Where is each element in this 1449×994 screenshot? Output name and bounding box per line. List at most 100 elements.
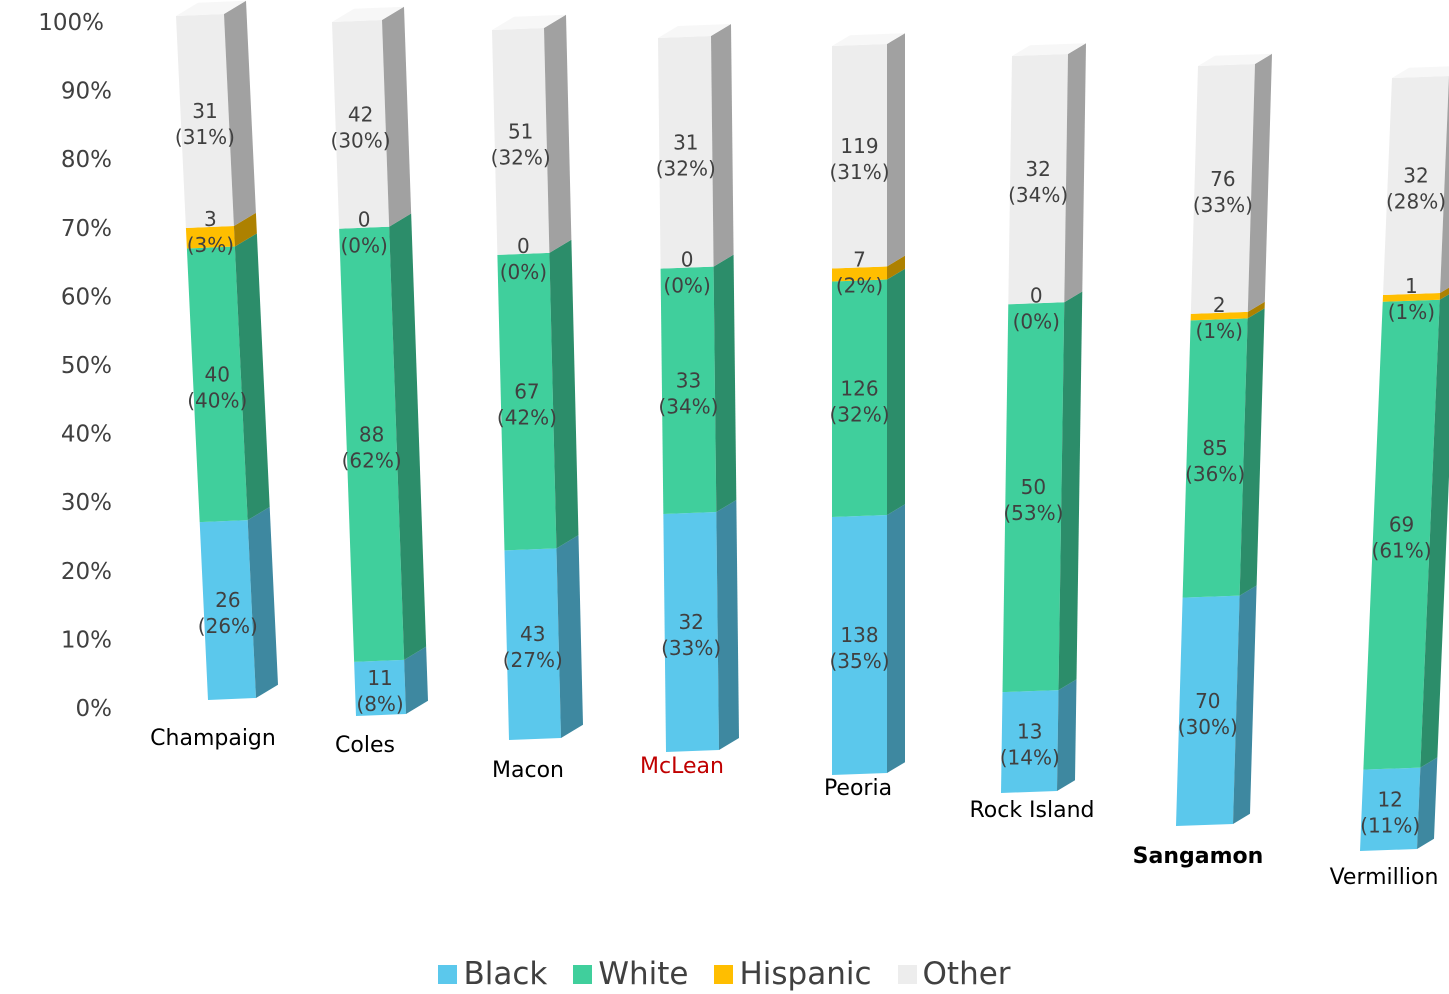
data-label-value: 43 bbox=[520, 622, 545, 646]
data-label-value: 0 bbox=[681, 248, 694, 272]
bar-segment-hispanic bbox=[1382, 292, 1441, 302]
y-tick-label: 70% bbox=[61, 216, 112, 242]
legend-swatch bbox=[897, 964, 917, 984]
bar-top-cap bbox=[1198, 53, 1272, 66]
data-label-percent: (27%) bbox=[503, 648, 563, 672]
bar-segment-other bbox=[1190, 64, 1255, 314]
bar-segment-black bbox=[1001, 690, 1059, 793]
bar-segment-side-hispanic bbox=[1439, 287, 1449, 300]
data-label-value: 31 bbox=[192, 99, 217, 123]
legend-label: White bbox=[598, 956, 689, 992]
data-label-value: 0 bbox=[517, 234, 530, 258]
column-mclean: 32(33%) 33(34%) 0(0%) 31(32%) bbox=[656, 24, 739, 752]
bar-segment-side-black bbox=[404, 646, 428, 714]
bar-segment-white bbox=[660, 266, 717, 514]
data-label-percent: (31%) bbox=[829, 160, 889, 184]
legend-item-white: White bbox=[573, 956, 688, 992]
bar-segment-side-hispanic bbox=[1247, 301, 1265, 319]
category-label: McLean bbox=[640, 754, 724, 779]
data-label-value: 2 bbox=[1213, 293, 1226, 317]
y-tick-label: 50% bbox=[61, 353, 112, 379]
bar-segment-side-white bbox=[887, 268, 905, 516]
y-tick-label: 100% bbox=[38, 10, 104, 36]
bar-segment-black bbox=[504, 548, 561, 740]
column-champaign: 26(26%) 40(40%) 3(3%) 31(31%) bbox=[175, 0, 278, 700]
data-label-value: 0 bbox=[1030, 283, 1043, 307]
column-coles: 11(8%) 88(62%) 0(0%) 42(30%) bbox=[331, 6, 428, 716]
bar-segment-side-other bbox=[887, 33, 905, 267]
data-label-value: 33 bbox=[676, 368, 701, 392]
bar-segment-white bbox=[1182, 318, 1248, 598]
data-label-value: 119 bbox=[840, 134, 878, 158]
y-tick-label: 60% bbox=[61, 284, 112, 310]
data-label-percent: (0%) bbox=[500, 260, 547, 284]
bar-segment-white bbox=[339, 226, 405, 662]
bar-top-cap bbox=[332, 6, 404, 22]
data-label-value: 138 bbox=[840, 623, 878, 647]
data-label-percent: (3%) bbox=[187, 233, 234, 257]
bar-segment-side-white bbox=[549, 239, 579, 549]
bar-top-cap bbox=[1012, 43, 1086, 56]
bar-segment-black bbox=[1360, 767, 1421, 851]
bar-segment-side-other bbox=[1440, 76, 1449, 293]
category-label: Coles bbox=[335, 733, 395, 758]
data-label-value: 69 bbox=[1389, 513, 1414, 537]
bar-segment-side-other bbox=[382, 6, 412, 227]
bar-segment-side-other bbox=[1064, 43, 1086, 303]
data-label-percent: (0%) bbox=[663, 274, 710, 298]
data-label-percent: (30%) bbox=[331, 128, 391, 152]
data-label-percent: (31%) bbox=[175, 125, 235, 149]
bar-segment-other bbox=[332, 20, 390, 229]
y-tick-label: 10% bbox=[61, 627, 112, 653]
data-label-value: 32 bbox=[678, 610, 703, 634]
bar-segment-side-white bbox=[1420, 294, 1449, 768]
y-tick-label: 80% bbox=[61, 147, 112, 173]
legend-swatch bbox=[714, 964, 734, 984]
bar-segment-black bbox=[832, 515, 887, 775]
data-label-percent: (1%) bbox=[1388, 300, 1435, 324]
legend-item-hispanic: Hispanic bbox=[714, 956, 872, 992]
bar-segment-white bbox=[1363, 299, 1440, 770]
legend-label: Other bbox=[922, 956, 1011, 992]
data-label-percent: (34%) bbox=[658, 394, 718, 418]
bar-segment-black bbox=[663, 512, 719, 752]
category-label: Rock Island bbox=[969, 798, 1094, 823]
bar-segment-side-black bbox=[716, 500, 739, 750]
column-vermillion: 12(11%) 69(61%) 1(1%) 32(28%) bbox=[1360, 66, 1449, 851]
category-label: Sangamon bbox=[1133, 844, 1264, 869]
data-label-value: 126 bbox=[840, 376, 878, 400]
data-label-value: 85 bbox=[1202, 436, 1227, 460]
bar-segment-other bbox=[832, 44, 887, 269]
data-label-percent: (28%) bbox=[1386, 189, 1446, 213]
bar-segment-side-other bbox=[1247, 53, 1272, 312]
column-sangamon: 70(30%) 85(36%) 2(1%) 76(33%) bbox=[1176, 53, 1272, 826]
data-label-value: 32 bbox=[1403, 163, 1428, 187]
bar-segment-side-black bbox=[556, 535, 583, 738]
bar-segment-side-white bbox=[1239, 308, 1265, 596]
data-label-value: 32 bbox=[1025, 157, 1050, 181]
bar-segment-side-white bbox=[1058, 291, 1083, 691]
category-label: Macon bbox=[492, 758, 564, 783]
bar-segment-side-white bbox=[389, 213, 427, 660]
data-label-value: 0 bbox=[358, 208, 371, 232]
data-label-percent: (32%) bbox=[491, 145, 551, 169]
data-label-percent: (0%) bbox=[1013, 309, 1060, 333]
bar-segment-side-black bbox=[887, 504, 905, 773]
data-label-value: 11 bbox=[367, 666, 392, 690]
legend-swatch bbox=[438, 964, 458, 984]
bar-segment-other bbox=[1008, 54, 1068, 305]
data-label-value: 51 bbox=[508, 119, 533, 143]
data-label-percent: (32%) bbox=[656, 156, 716, 180]
bar-segment-black bbox=[199, 520, 256, 700]
column-peoria: 138(35%) 126(32%) 7(2%) 119(31%) bbox=[829, 33, 905, 775]
y-tick-label: 30% bbox=[61, 490, 112, 516]
data-label-percent: (11%) bbox=[1360, 813, 1420, 837]
bar-segment-black bbox=[1176, 595, 1240, 826]
data-label-value: 67 bbox=[514, 380, 539, 404]
y-tick-label: 0% bbox=[76, 696, 113, 722]
data-label-percent: (53%) bbox=[1003, 501, 1063, 525]
bar-top-cap bbox=[658, 24, 731, 38]
category-label: Vermillion bbox=[1330, 865, 1439, 890]
data-label-percent: (36%) bbox=[1185, 462, 1245, 486]
